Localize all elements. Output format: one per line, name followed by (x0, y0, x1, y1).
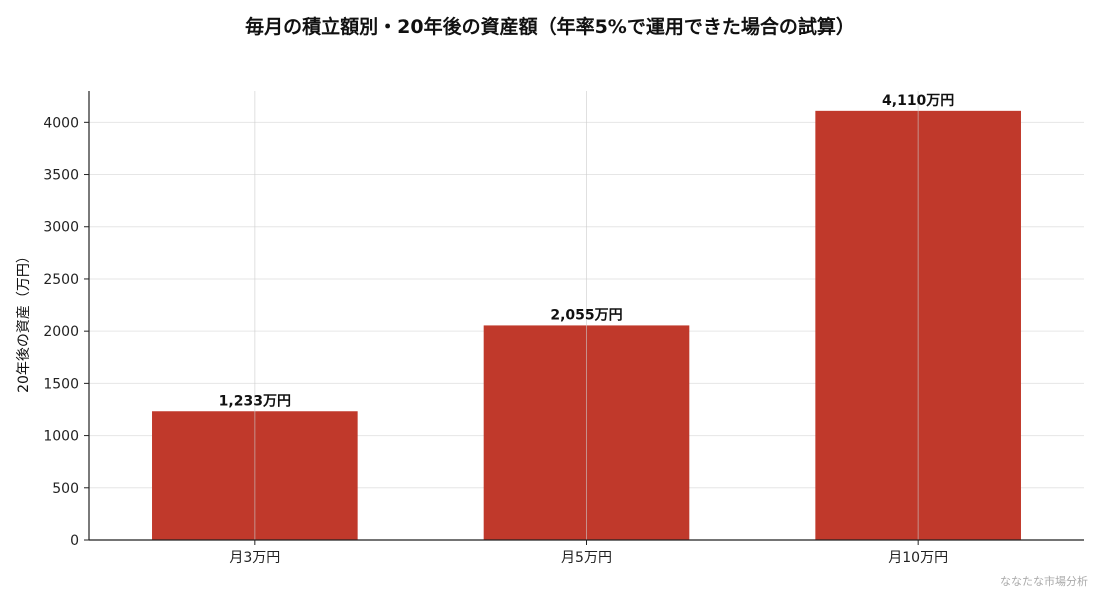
y-tick-label: 4000 (43, 115, 79, 131)
vertical-grid-lines (254, 91, 919, 540)
y-tick-labels: 0 500 1000 1500 2000 2500 3000 3500 4000 (43, 115, 79, 549)
y-tick-label: 0 (70, 533, 79, 549)
y-tick-label: 1500 (43, 376, 79, 392)
x-tick-label: 月3万円 (229, 550, 280, 566)
x-tick-label: 月5万円 (561, 550, 612, 566)
chart-title: 毎月の積立額別・20年後の資産額（年率5%で運用できた場合の試算） (245, 16, 855, 38)
y-tick-label: 2500 (43, 272, 79, 288)
y-tick-label: 3000 (43, 220, 79, 236)
data-label: 1,233万円 (219, 393, 291, 409)
axes (84, 91, 1084, 545)
y-tick-label: 1000 (43, 429, 79, 445)
data-label: 2,055万円 (550, 307, 622, 323)
data-label: 4,110万円 (882, 93, 954, 109)
y-axis-label: 20年後の資産（万円） (16, 249, 32, 393)
data-labels: 1,233万円 2,055万円 4,110万円 (219, 93, 955, 409)
watermark: ななたな市場分析 (1000, 575, 1088, 588)
x-tick-label: 月10万円 (888, 550, 948, 566)
y-tick-label: 3500 (43, 168, 79, 184)
y-tick-label: 2000 (43, 324, 79, 340)
x-tick-labels: 月3万円 月5万円 月10万円 (229, 550, 948, 566)
y-tick-label: 500 (52, 481, 79, 497)
